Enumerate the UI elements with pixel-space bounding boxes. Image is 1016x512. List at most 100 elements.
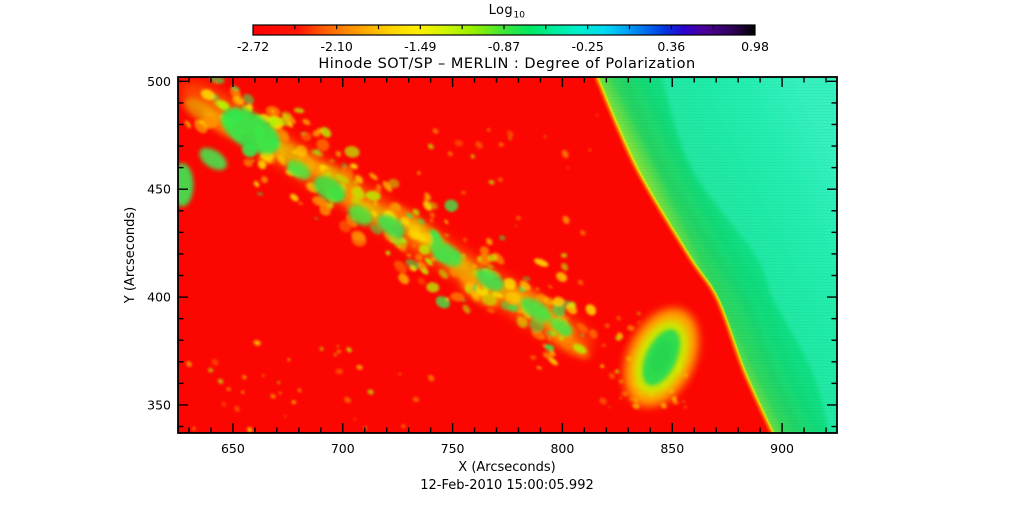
- speckle: [683, 405, 687, 409]
- x-axis-tick-label: 900: [770, 441, 794, 456]
- speckle: [601, 343, 606, 347]
- speckle: [479, 246, 490, 256]
- speckle: [543, 297, 555, 306]
- speckle: [600, 364, 605, 369]
- speckle: [486, 264, 494, 269]
- speckle: [445, 297, 450, 301]
- green-patch: [520, 298, 552, 322]
- speckle: [221, 401, 227, 407]
- speckle: [304, 160, 309, 164]
- speckle: [470, 154, 475, 159]
- speckle: [242, 374, 247, 380]
- speckle: [335, 150, 342, 157]
- speckle: [461, 253, 466, 259]
- speckle: [488, 179, 495, 185]
- green-patch: [377, 214, 405, 237]
- speckle: [562, 215, 570, 225]
- speckle: [536, 366, 542, 370]
- speckle: [481, 292, 497, 306]
- speckle: [323, 168, 329, 173]
- speckle: [531, 329, 546, 341]
- speckle: [472, 264, 477, 268]
- y-axis-tick-label: 500: [147, 74, 171, 89]
- speckle: [427, 201, 438, 210]
- speckle: [487, 128, 491, 132]
- speckle: [412, 244, 416, 248]
- speckle: [608, 373, 615, 380]
- speckle: [462, 304, 471, 314]
- speckle: [581, 333, 584, 337]
- speckle: [316, 138, 330, 152]
- speckle: [519, 280, 531, 291]
- colorbar-title: Log: [489, 3, 513, 18]
- speckle: [200, 89, 215, 101]
- speckle: [293, 107, 305, 114]
- speckle: [492, 252, 505, 265]
- x-axis-tick-label: 700: [331, 441, 355, 456]
- speckle: [356, 364, 363, 370]
- speckle: [447, 151, 453, 157]
- speckle: [336, 349, 342, 354]
- speckle: [427, 143, 434, 150]
- speckle: [450, 292, 465, 302]
- speckle: [270, 393, 276, 399]
- speckle: [234, 405, 240, 412]
- speckle: [427, 374, 435, 382]
- speckle: [370, 224, 382, 235]
- speckle: [477, 256, 483, 261]
- speckle: [682, 400, 685, 403]
- colorbar: Log 10 -2.72 -2.10 -1.49 -0.87 -0.25 0.36 0.98: [237, 3, 769, 54]
- speckle: [556, 272, 568, 282]
- speckle: [498, 142, 504, 147]
- speckle: [295, 145, 308, 157]
- speckle: [588, 148, 592, 152]
- speckle: [341, 162, 348, 168]
- speckle: [261, 374, 265, 377]
- y-axis-label: Y (Arcseconds): [123, 207, 138, 304]
- speckle: [542, 351, 553, 360]
- x-axis-tick-label: 850: [660, 441, 684, 456]
- speckle: [614, 369, 620, 374]
- speckle: [444, 234, 449, 237]
- speckle: [335, 174, 349, 184]
- speckle: [350, 197, 361, 205]
- speckle: [186, 361, 192, 367]
- axes: 650 700 750 800 850 900 350 400 450 500: [147, 74, 838, 456]
- speckle: [548, 284, 552, 289]
- speckle: [253, 340, 261, 346]
- speckle: [619, 397, 622, 400]
- speckle: [408, 225, 422, 234]
- speckle: [508, 136, 512, 141]
- speckle: [533, 258, 549, 267]
- speckle: [417, 218, 425, 225]
- speckle: [292, 150, 297, 154]
- speckle: [214, 81, 218, 85]
- speckle: [385, 250, 391, 256]
- green-patch: [313, 176, 346, 203]
- speckle: [287, 122, 293, 128]
- speckle: [444, 199, 459, 212]
- speckle: [561, 149, 569, 159]
- speckle: [353, 418, 356, 421]
- speckle: [461, 190, 466, 195]
- speckle: [405, 259, 421, 270]
- speckle: [248, 151, 252, 155]
- speckle: [444, 219, 449, 225]
- x-axis-tick-label: 800: [550, 441, 574, 456]
- speckle: [390, 202, 402, 213]
- speckle: [618, 379, 623, 384]
- speckle: [566, 166, 570, 170]
- speckle: [449, 269, 458, 277]
- speckle: [211, 359, 219, 366]
- speckle: [448, 208, 453, 212]
- scatter-speckles: [186, 340, 435, 433]
- speckle: [291, 400, 297, 405]
- speckle: [314, 216, 319, 220]
- limb-inner-glow: [594, 77, 773, 433]
- speckle: [347, 347, 352, 353]
- speckle: [354, 175, 364, 184]
- speckle: [424, 196, 429, 202]
- speckle: [627, 325, 635, 331]
- speckle: [339, 220, 352, 233]
- speckle: [300, 131, 312, 141]
